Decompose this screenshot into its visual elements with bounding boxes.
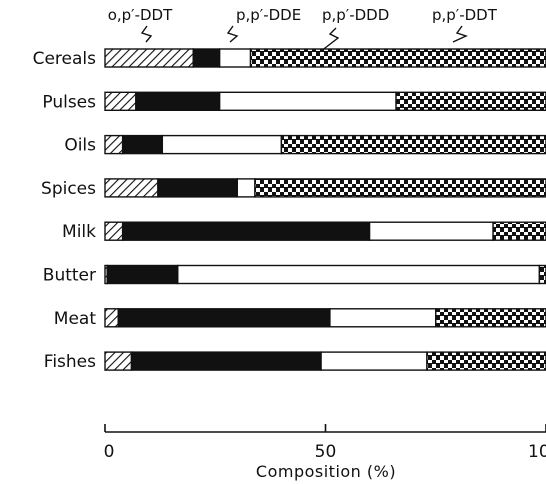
bar-segment-checker xyxy=(254,178,546,198)
bar-segment-checker xyxy=(426,351,546,371)
bar-segment-checker xyxy=(280,134,546,155)
bar-segment-hatch xyxy=(104,178,159,198)
legend-label: p,p′-DDT xyxy=(432,6,498,24)
category-label: Milk xyxy=(62,222,96,242)
bar-segment-hatch xyxy=(104,351,133,371)
bar-segment-white xyxy=(177,264,541,285)
category-label: Spices xyxy=(41,179,96,199)
x-axis-title: Composition (%) xyxy=(256,462,396,481)
bar-segment-solid-black xyxy=(135,91,221,112)
legend-leader-line xyxy=(311,27,340,59)
legend: o,p′-DDT p,p′-DDE p,p′-DDD p,p′-DDT xyxy=(108,6,498,59)
bar-segment-solid-black xyxy=(192,48,221,68)
category-label: Meat xyxy=(54,309,97,329)
legend-label: p,p′-DDD xyxy=(322,6,389,24)
legend-label: p,p′-DDE xyxy=(236,6,301,24)
bar-segment-white xyxy=(218,91,397,112)
bar-segment-solid-black xyxy=(106,264,179,285)
category-label: Butter xyxy=(43,266,96,286)
x-tick-label: 50 xyxy=(315,442,337,462)
bar-segment-white xyxy=(161,134,283,155)
bar-segment-white xyxy=(320,351,428,371)
bar-segment-white xyxy=(368,221,494,241)
legend-leader-line xyxy=(452,25,468,43)
bar-segment-white xyxy=(218,48,252,68)
legend-label: o,p′-DDT xyxy=(108,6,173,24)
bar-segment-white xyxy=(236,178,256,198)
bar-segment-hatch xyxy=(104,91,137,112)
bars-group xyxy=(104,48,546,371)
legend-leader-line xyxy=(140,25,153,43)
bar-segment-checker xyxy=(395,91,546,112)
bar-segment-solid-black xyxy=(117,308,331,328)
x-tick-label: 100 xyxy=(528,442,546,462)
category-label: Oils xyxy=(64,136,96,156)
x-tick-label: 0 xyxy=(104,442,115,462)
category-label: Cereals xyxy=(33,49,97,69)
bar-segment-solid-black xyxy=(130,351,322,371)
legend-leader-line xyxy=(226,25,239,43)
bar-segment-solid-black xyxy=(121,221,371,241)
x-axis: 0 50 100 xyxy=(104,424,546,462)
category-label: Pulses xyxy=(42,92,96,112)
bar-segment-solid-black xyxy=(157,178,238,198)
bar-segment-checker xyxy=(249,48,546,68)
bar-segment-hatch xyxy=(104,308,119,328)
bar-segment-solid-black xyxy=(121,134,164,155)
bar-segment-hatch xyxy=(104,134,124,155)
bar-segment-checker xyxy=(492,221,546,241)
category-label: Fishes xyxy=(44,352,96,372)
bar-segment-hatch xyxy=(104,48,194,68)
bar-segment-checker xyxy=(435,308,546,328)
category-labels: Cereals Pulses Oils Spices Milk Butter Meat Fis… xyxy=(33,49,97,372)
bar-segment-hatch xyxy=(104,221,124,241)
bar-segment-white xyxy=(329,308,437,328)
bar-segment-checker xyxy=(538,264,546,285)
